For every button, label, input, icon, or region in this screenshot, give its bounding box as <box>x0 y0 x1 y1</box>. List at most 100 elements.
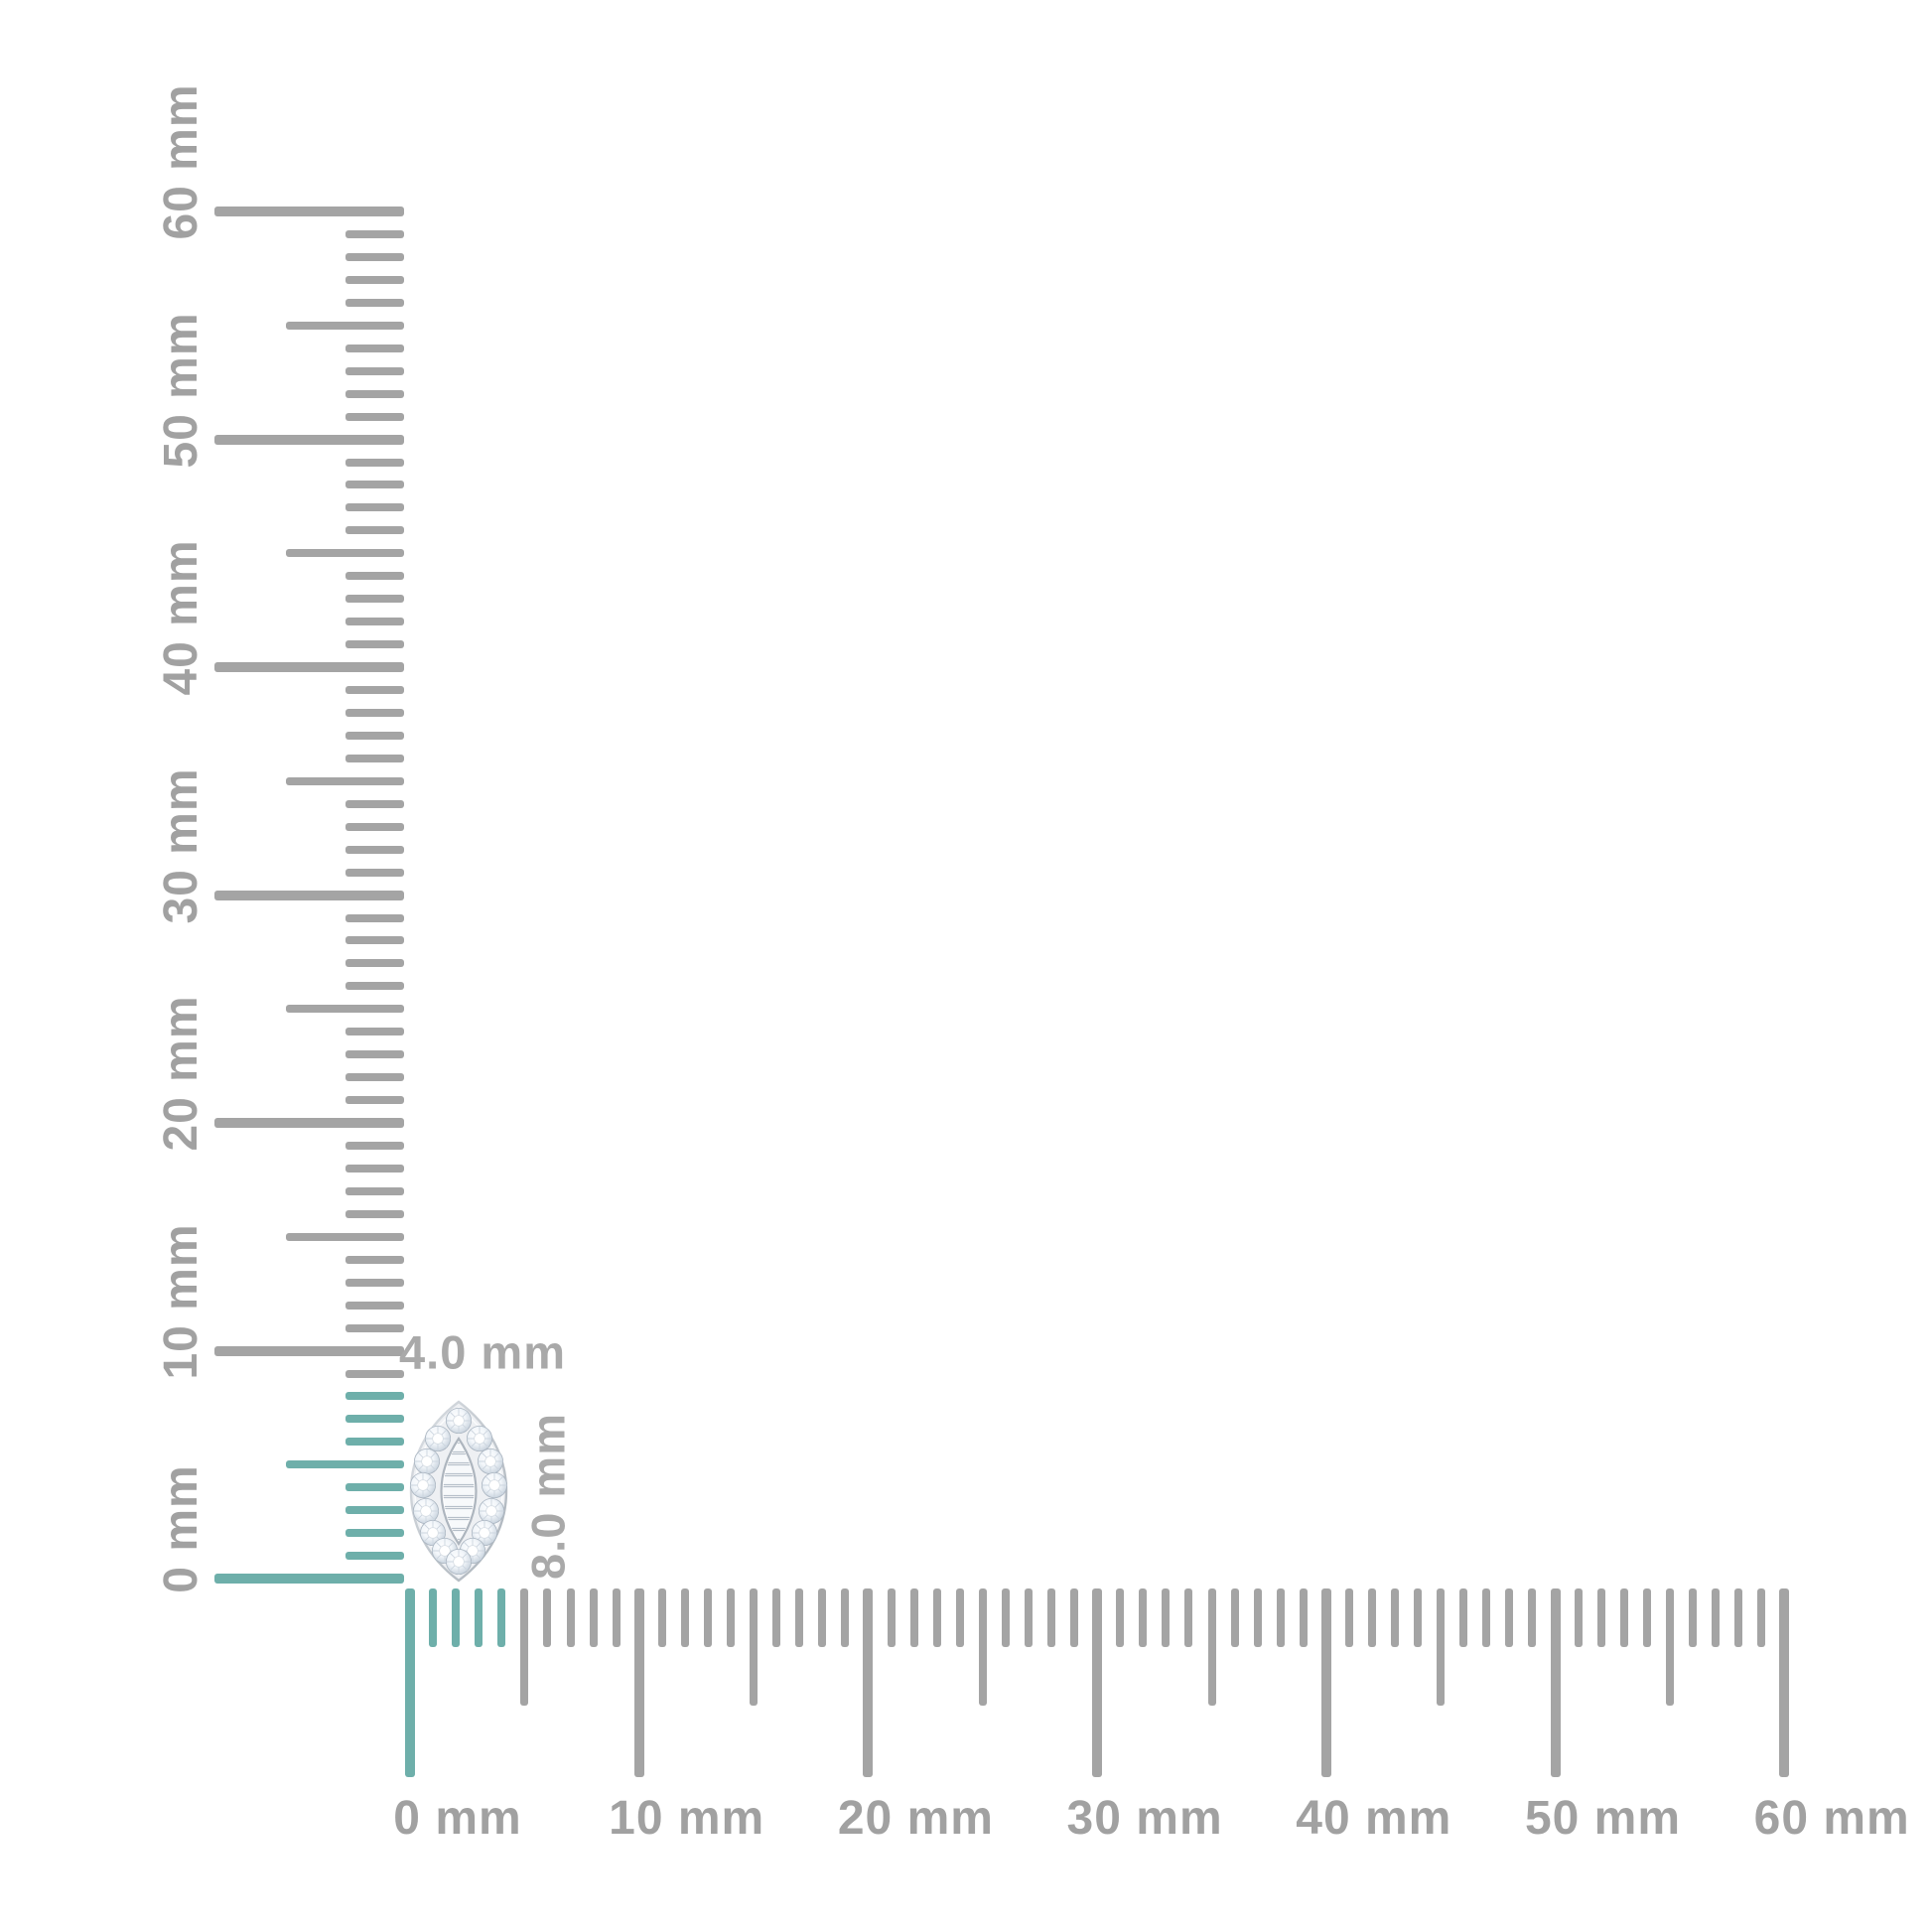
vertical-ruler-tick-31mm <box>345 868 404 877</box>
horizontal-ruler-tick-16mm <box>772 1588 781 1647</box>
horizontal-ruler-label-60mm: 60 mm <box>1753 1792 1910 1845</box>
vertical-ruler-tick-52mm <box>345 389 404 398</box>
vertical-ruler-tick-35mm <box>286 776 404 785</box>
item-width-label: 4.0 mm <box>399 1325 566 1379</box>
vertical-ruler-tick-17mm <box>345 1186 404 1195</box>
horizontal-ruler-tick-38mm <box>1276 1588 1285 1647</box>
horizontal-ruler-tick-35mm <box>1207 1588 1216 1706</box>
vertical-ruler-tick-37mm <box>345 731 404 740</box>
vertical-ruler-tick-11mm <box>345 1323 404 1332</box>
horizontal-ruler-tick-2mm <box>452 1588 461 1647</box>
vertical-ruler-tick-6mm <box>345 1438 404 1447</box>
horizontal-ruler-tick-50mm <box>1550 1588 1561 1777</box>
vertical-ruler-label-50mm: 50 mm <box>155 311 207 469</box>
vertical-ruler-tick-15mm <box>286 1232 404 1241</box>
horizontal-ruler-tick-21mm <box>887 1588 896 1647</box>
horizontal-ruler-tick-40mm <box>1320 1588 1331 1777</box>
vertical-ruler-label-40mm: 40 mm <box>155 539 207 696</box>
vertical-ruler-tick-8mm <box>345 1392 404 1401</box>
horizontal-ruler-tick-37mm <box>1253 1588 1262 1647</box>
vertical-ruler-tick-18mm <box>345 1164 404 1173</box>
vertical-ruler-tick-4mm <box>345 1483 404 1492</box>
horizontal-ruler-tick-1mm <box>429 1588 438 1647</box>
horizontal-ruler-tick-8mm <box>589 1588 598 1647</box>
horizontal-ruler-tick-44mm <box>1414 1588 1423 1647</box>
horizontal-ruler-tick-5mm <box>520 1588 529 1706</box>
horizontal-ruler-tick-20mm <box>863 1588 874 1777</box>
horizontal-ruler-label-20mm: 20 mm <box>837 1792 994 1845</box>
horizontal-ruler-tick-41mm <box>1344 1588 1353 1647</box>
vertical-ruler-tick-39mm <box>345 686 404 694</box>
horizontal-ruler-tick-14mm <box>727 1588 735 1647</box>
baguette-stones <box>443 1442 475 1541</box>
vertical-ruler-tick-22mm <box>345 1073 404 1082</box>
vertical-ruler-tick-3mm <box>345 1506 404 1515</box>
horizontal-ruler-tick-46mm <box>1459 1588 1468 1647</box>
horizontal-ruler-tick-25mm <box>978 1588 987 1706</box>
vertical-ruler-tick-16mm <box>345 1209 404 1218</box>
vertical-ruler-tick-41mm <box>345 640 404 649</box>
vertical-ruler-tick-21mm <box>345 1096 404 1104</box>
vertical-ruler-label-0mm: 0 mm <box>155 1464 207 1593</box>
vertical-ruler-tick-29mm <box>345 913 404 922</box>
horizontal-ruler-tick-19mm <box>841 1588 850 1647</box>
vertical-ruler-tick-44mm <box>345 572 404 581</box>
horizontal-ruler-tick-57mm <box>1712 1588 1720 1647</box>
horizontal-ruler-tick-51mm <box>1574 1588 1583 1647</box>
horizontal-ruler-label-40mm: 40 mm <box>1296 1792 1452 1845</box>
vertical-ruler-tick-27mm <box>345 959 404 968</box>
vertical-ruler-tick-26mm <box>345 982 404 991</box>
horizontal-ruler-tick-31mm <box>1116 1588 1125 1647</box>
vertical-ruler-tick-42mm <box>345 618 404 626</box>
vertical-ruler-tick-46mm <box>345 526 404 535</box>
horizontal-ruler-tick-27mm <box>1024 1588 1033 1647</box>
horizontal-ruler-label-30mm: 30 mm <box>1066 1792 1223 1845</box>
vertical-ruler-tick-36mm <box>345 754 404 762</box>
vertical-ruler-tick-56mm <box>345 298 404 307</box>
horizontal-ruler-tick-60mm <box>1779 1588 1790 1777</box>
horizontal-ruler-tick-0mm <box>405 1588 415 1777</box>
horizontal-ruler-tick-10mm <box>633 1588 644 1777</box>
vertical-ruler-tick-5mm <box>286 1460 404 1469</box>
vertical-ruler-tick-30mm <box>214 890 404 900</box>
horizontal-ruler-tick-34mm <box>1184 1588 1193 1647</box>
vertical-ruler-tick-33mm <box>345 822 404 831</box>
horizontal-ruler-label-50mm: 50 mm <box>1524 1792 1682 1845</box>
vertical-ruler-tick-43mm <box>345 595 404 604</box>
vertical-ruler-tick-2mm <box>345 1529 404 1538</box>
horizontal-ruler-tick-24mm <box>955 1588 964 1647</box>
vertical-ruler-tick-51mm <box>345 412 404 421</box>
vertical-ruler-tick-24mm <box>345 1028 404 1036</box>
horizontal-ruler-tick-48mm <box>1505 1588 1514 1647</box>
vertical-ruler-tick-32mm <box>345 845 404 854</box>
horizontal-ruler-tick-53mm <box>1619 1588 1628 1647</box>
vertical-ruler-tick-7mm <box>345 1415 404 1424</box>
horizontal-ruler-tick-13mm <box>703 1588 712 1647</box>
horizontal-ruler-tick-29mm <box>1070 1588 1078 1647</box>
horizontal-ruler-tick-12mm <box>680 1588 689 1647</box>
horizontal-ruler-tick-59mm <box>1757 1588 1766 1647</box>
vertical-ruler-tick-38mm <box>345 708 404 717</box>
horizontal-ruler-tick-17mm <box>795 1588 804 1647</box>
horizontal-ruler-tick-45mm <box>1437 1588 1446 1706</box>
horizontal-ruler-label-10mm: 10 mm <box>609 1792 765 1845</box>
horizontal-ruler-tick-55mm <box>1665 1588 1674 1706</box>
vertical-ruler-tick-48mm <box>345 481 404 489</box>
horizontal-ruler-tick-23mm <box>932 1588 941 1647</box>
horizontal-ruler-tick-43mm <box>1391 1588 1399 1647</box>
horizontal-ruler-tick-28mm <box>1047 1588 1055 1647</box>
horizontal-ruler-tick-7mm <box>566 1588 575 1647</box>
vertical-ruler-tick-28mm <box>345 936 404 945</box>
horizontal-ruler-tick-11mm <box>657 1588 666 1647</box>
horizontal-ruler-tick-9mm <box>612 1588 621 1647</box>
vertical-ruler-tick-49mm <box>345 458 404 467</box>
horizontal-ruler-tick-4mm <box>497 1588 506 1647</box>
horizontal-ruler-tick-26mm <box>1001 1588 1010 1647</box>
vertical-ruler-tick-34mm <box>345 799 404 808</box>
horizontal-ruler-tick-3mm <box>475 1588 483 1647</box>
vertical-ruler-tick-59mm <box>345 230 404 238</box>
horizontal-ruler-tick-56mm <box>1688 1588 1697 1647</box>
horizontal-ruler-tick-54mm <box>1642 1588 1651 1647</box>
horizontal-ruler-tick-18mm <box>818 1588 827 1647</box>
